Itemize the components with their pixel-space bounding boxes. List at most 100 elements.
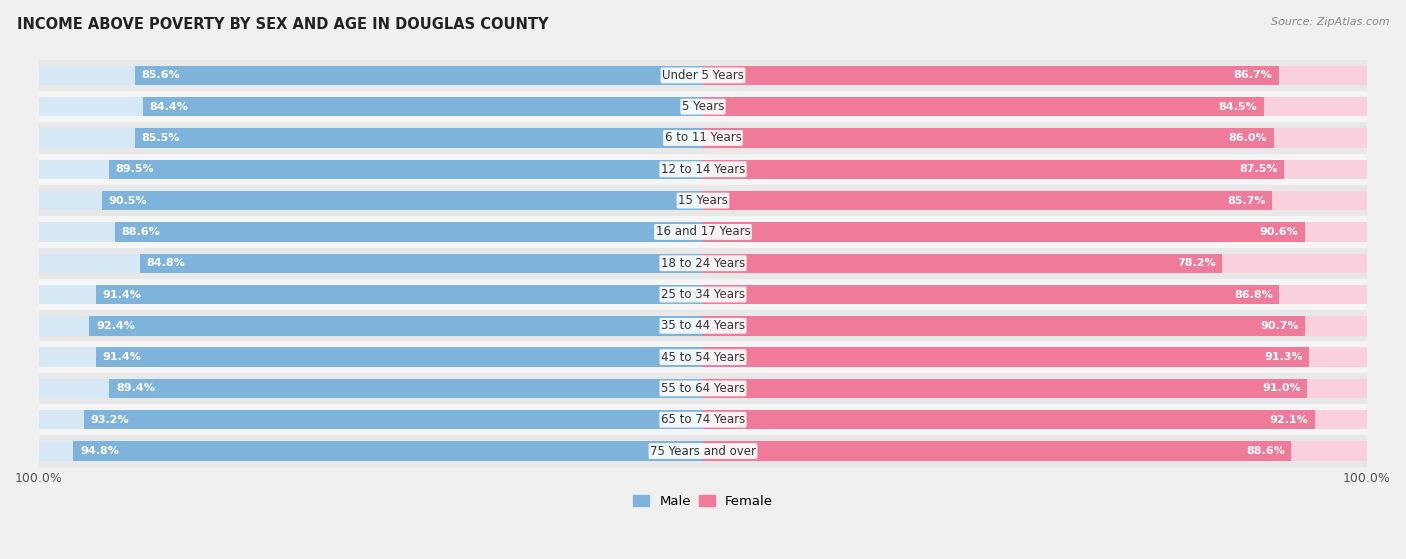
Text: 88.6%: 88.6% [121,227,160,237]
Text: 89.5%: 89.5% [115,164,153,174]
Text: 12 to 14 Years: 12 to 14 Years [661,163,745,176]
Text: 45 to 54 Years: 45 to 54 Years [661,350,745,363]
Bar [703,316,1367,335]
Bar [96,285,703,304]
Bar [703,159,1284,179]
Text: 91.0%: 91.0% [1263,383,1301,394]
Text: 15 Years: 15 Years [678,194,728,207]
Bar [39,285,703,304]
Text: 93.2%: 93.2% [91,415,129,425]
Bar [39,97,703,116]
Bar [703,442,1291,461]
Text: 85.7%: 85.7% [1227,196,1265,206]
Bar [703,191,1272,210]
Bar [39,154,1367,185]
Bar [703,379,1367,398]
Bar [39,442,703,461]
Bar [135,65,703,85]
Bar [703,410,1367,429]
Bar [115,222,703,241]
Bar [73,442,703,461]
Text: 90.5%: 90.5% [108,196,148,206]
Bar [703,65,1278,85]
Text: 78.2%: 78.2% [1177,258,1216,268]
Bar [703,347,1367,367]
Text: 88.6%: 88.6% [1246,446,1285,456]
Text: 89.4%: 89.4% [115,383,155,394]
Bar [39,410,703,429]
Bar [96,347,703,367]
Bar [84,410,703,429]
Bar [703,191,1367,210]
Text: Under 5 Years: Under 5 Years [662,69,744,82]
Text: 92.1%: 92.1% [1270,415,1308,425]
Bar [39,435,1367,467]
Bar [703,222,1367,241]
Bar [39,60,1367,91]
Bar [139,253,703,273]
Bar [39,347,703,367]
Bar [703,128,1367,148]
Bar [703,65,1367,85]
Text: 18 to 24 Years: 18 to 24 Years [661,257,745,269]
Text: 84.8%: 84.8% [146,258,186,268]
Bar [39,310,1367,342]
Text: 91.3%: 91.3% [1264,352,1302,362]
Text: 16 and 17 Years: 16 and 17 Years [655,225,751,238]
Text: 25 to 34 Years: 25 to 34 Years [661,288,745,301]
Text: 90.7%: 90.7% [1260,321,1299,331]
Bar [703,253,1222,273]
Bar [703,97,1367,116]
Bar [39,404,1367,435]
Text: 84.5%: 84.5% [1219,102,1257,112]
Text: 35 to 44 Years: 35 to 44 Years [661,319,745,332]
Text: 90.6%: 90.6% [1260,227,1298,237]
Bar [39,91,1367,122]
Text: 6 to 11 Years: 6 to 11 Years [665,131,741,144]
Text: 94.8%: 94.8% [80,446,120,456]
Bar [90,316,703,335]
Bar [108,159,703,179]
Bar [39,159,703,179]
Text: 5 Years: 5 Years [682,100,724,113]
Text: 92.4%: 92.4% [96,321,135,331]
Bar [703,253,1367,273]
Bar [39,185,1367,216]
Bar [39,122,1367,154]
Text: 55 to 64 Years: 55 to 64 Years [661,382,745,395]
Text: 75 Years and over: 75 Years and over [650,444,756,457]
Text: 91.4%: 91.4% [103,352,142,362]
Text: 86.7%: 86.7% [1233,70,1272,80]
Text: 87.5%: 87.5% [1239,164,1278,174]
Bar [703,222,1305,241]
Bar [703,97,1264,116]
Bar [703,347,1309,367]
Bar [39,128,703,148]
Bar [39,191,703,210]
Bar [135,128,703,148]
Text: 86.0%: 86.0% [1229,133,1267,143]
Bar [703,128,1274,148]
Bar [703,285,1367,304]
Text: INCOME ABOVE POVERTY BY SEX AND AGE IN DOUGLAS COUNTY: INCOME ABOVE POVERTY BY SEX AND AGE IN D… [17,17,548,32]
Bar [703,159,1367,179]
Bar [103,191,703,210]
Bar [39,316,703,335]
Bar [703,442,1367,461]
Text: 84.4%: 84.4% [149,102,188,112]
Text: 91.4%: 91.4% [103,290,142,300]
Bar [39,279,1367,310]
Bar [703,285,1279,304]
Text: 85.6%: 85.6% [141,70,180,80]
Text: Source: ZipAtlas.com: Source: ZipAtlas.com [1271,17,1389,27]
Bar [39,222,703,241]
Bar [142,97,703,116]
Text: 65 to 74 Years: 65 to 74 Years [661,413,745,426]
Bar [39,342,1367,373]
Bar [703,316,1305,335]
Bar [703,379,1308,398]
Bar [39,216,1367,248]
Bar [39,253,703,273]
Bar [39,373,1367,404]
Bar [39,248,1367,279]
